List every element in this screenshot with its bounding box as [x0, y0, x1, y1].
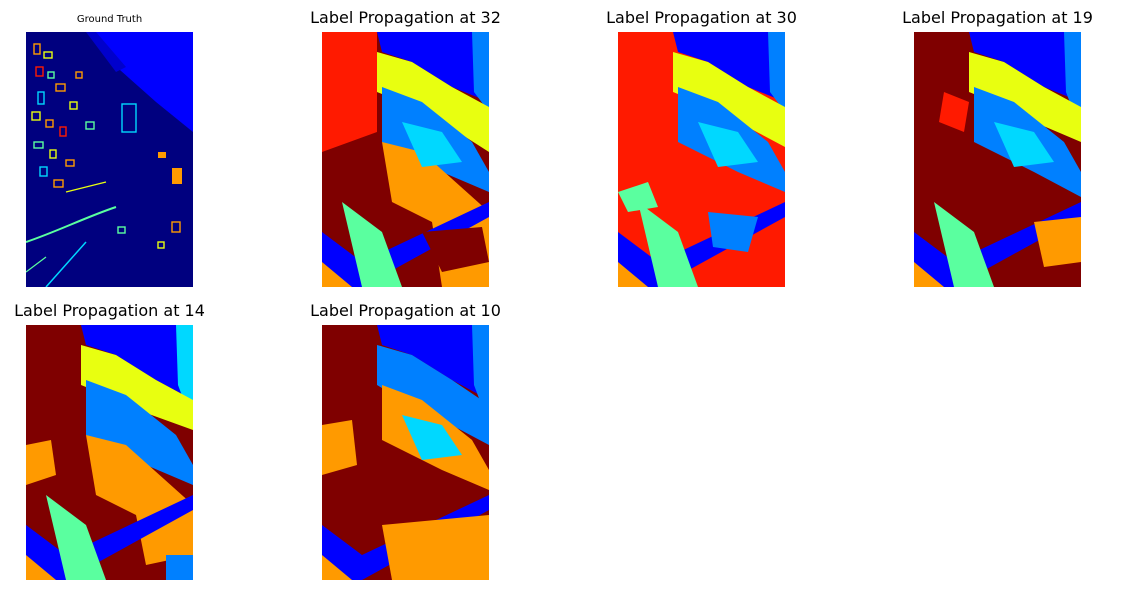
panel-lp-30: Label Propagation at 30: [606, 0, 797, 290]
prediction-image-30: [618, 32, 785, 287]
panel-title: Label Propagation at 32: [310, 8, 501, 27]
panel-title: Label Propagation at 10: [310, 301, 501, 320]
prediction-map-30: [618, 32, 785, 287]
prediction-map-10: [322, 325, 489, 580]
panel-ground-truth: Ground Truth: [26, 0, 193, 290]
prediction-image-10: [322, 325, 489, 580]
panel-title: Label Propagation at 30: [606, 8, 797, 27]
panel-lp-19: Label Propagation at 19: [902, 0, 1093, 290]
prediction-image-19: [914, 32, 1081, 287]
prediction-map-14: [26, 325, 193, 580]
panel-lp-32: Label Propagation at 32: [310, 0, 501, 290]
prediction-image-14: [26, 325, 193, 580]
ground-truth-map: [26, 32, 193, 287]
ground-truth-image: [26, 32, 193, 287]
panel-title: Ground Truth: [76, 14, 143, 25]
prediction-map-19: [914, 32, 1081, 287]
prediction-map-32: [322, 32, 489, 287]
prediction-image-32: [322, 32, 489, 287]
panel-title: Label Propagation at 14: [14, 301, 205, 320]
panel-lp-10: Label Propagation at 10: [310, 293, 501, 583]
panel-title: Label Propagation at 19: [902, 8, 1093, 27]
panel-lp-14: Label Propagation at 14: [14, 293, 205, 583]
